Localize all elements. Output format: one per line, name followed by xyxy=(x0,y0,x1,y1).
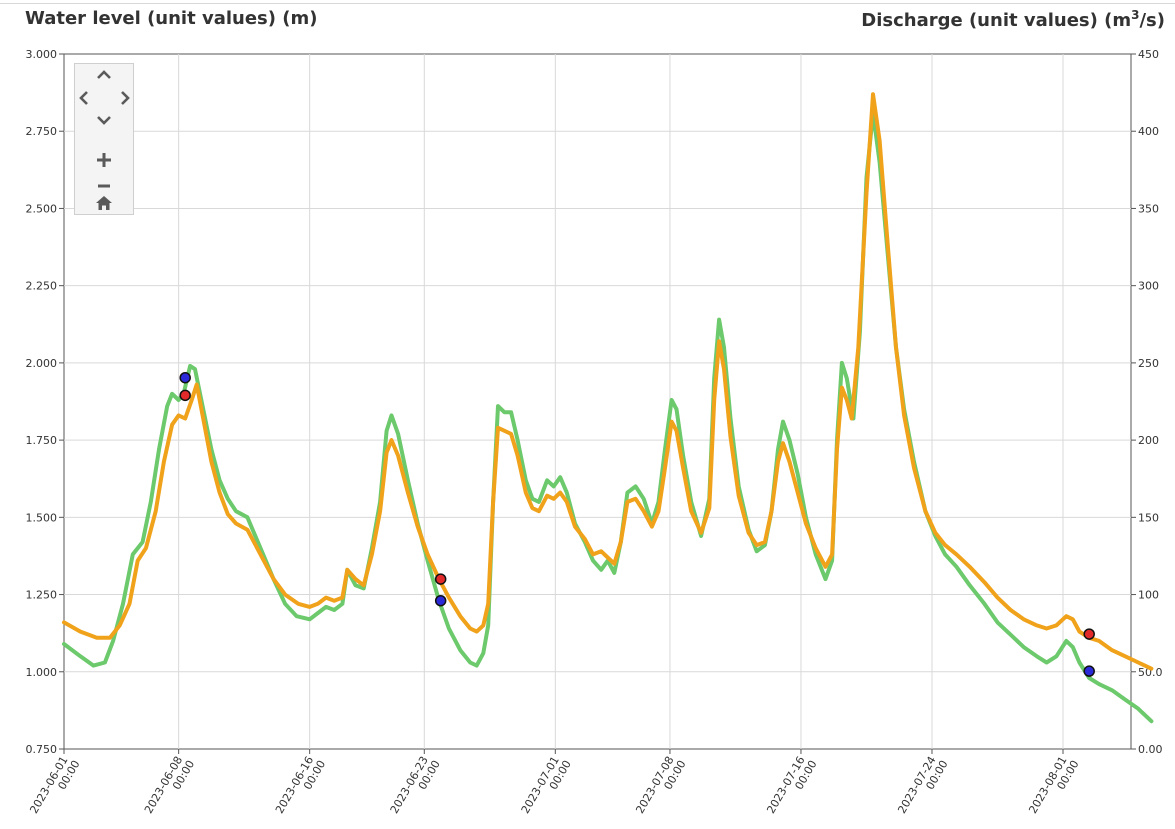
data-marker xyxy=(1083,665,1095,677)
left-tick-label: 1.250 xyxy=(26,589,58,602)
right-tick-label: 400 xyxy=(1138,125,1159,138)
right-tick-label: 450 xyxy=(1138,48,1159,61)
right-axis-title: Discharge (unit values) (m3/s) xyxy=(861,8,1165,31)
chevron-left-icon[interactable] xyxy=(78,90,90,109)
minus-icon[interactable] xyxy=(96,177,112,193)
data-marker xyxy=(179,371,191,384)
chevron-right-icon[interactable] xyxy=(119,90,131,109)
plot-area xyxy=(63,53,1132,750)
chevron-down-icon[interactable] xyxy=(96,113,112,129)
left-tick-label: 2.500 xyxy=(26,202,58,215)
right-axis-title-main: Discharge (unit values) (m xyxy=(861,10,1132,31)
plus-icon[interactable] xyxy=(96,152,112,171)
right-tick-label: 250 xyxy=(1138,357,1159,370)
data-marker xyxy=(434,573,447,585)
left-axis-title: Water level (unit values) (m) xyxy=(25,8,318,29)
navigation-panel xyxy=(74,63,134,215)
right-tick-label: 300 xyxy=(1138,280,1159,293)
left-tick-label: 1.500 xyxy=(26,511,58,524)
series-line-2 xyxy=(62,92,1154,671)
data-marker xyxy=(1083,628,1095,640)
top-divider xyxy=(0,3,1175,4)
right-tick-label: 0.00 xyxy=(1138,743,1163,756)
right-tick-label: 350 xyxy=(1138,202,1159,215)
left-tick-label: 2.250 xyxy=(26,280,58,293)
left-tick-label: 3.000 xyxy=(26,48,58,61)
data-marker xyxy=(434,594,447,607)
left-tick-label: 2.750 xyxy=(26,125,58,138)
left-tick-label: 2.000 xyxy=(26,357,58,370)
right-axis-title-sup: 3 xyxy=(1131,8,1140,22)
right-tick-label: 100 xyxy=(1138,589,1159,602)
right-axis-title-end: /s) xyxy=(1139,10,1165,31)
left-tick-label: 1.000 xyxy=(26,666,58,679)
home-icon[interactable] xyxy=(95,195,113,214)
right-tick-label: 150 xyxy=(1138,511,1159,524)
left-tick-label: 1.750 xyxy=(26,434,58,447)
left-tick-label: 0.750 xyxy=(26,743,58,756)
chevron-up-icon[interactable] xyxy=(96,68,112,84)
right-tick-label: 200 xyxy=(1138,434,1159,447)
right-tick-label: 50.0 xyxy=(1138,666,1163,679)
data-marker xyxy=(179,389,191,402)
